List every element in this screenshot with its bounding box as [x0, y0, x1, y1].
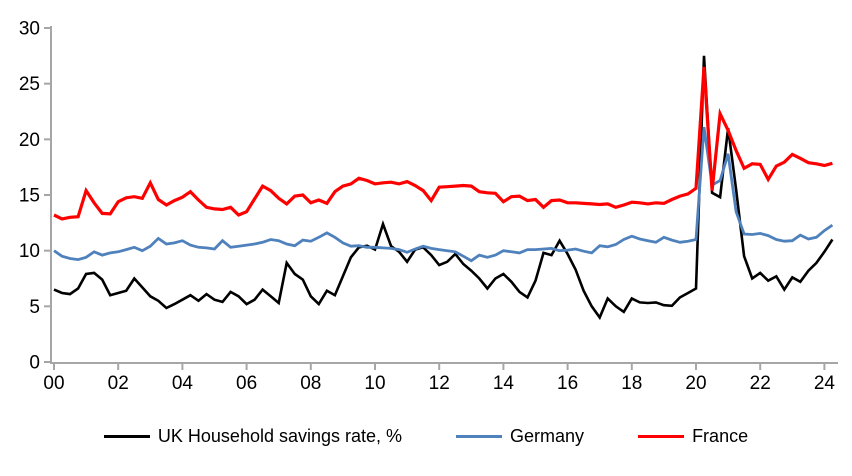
- legend: UK Household savings rate, % Germany Fra…: [0, 426, 852, 447]
- x-tick-label: 14: [493, 373, 515, 394]
- legend-item-france: France: [638, 426, 748, 447]
- y-tick-label: 20: [19, 130, 40, 151]
- legend-label-france: France: [692, 426, 749, 446]
- france-line-swatch: [638, 434, 685, 439]
- germany-line-swatch: [456, 434, 503, 439]
- x-tick-label: 16: [557, 373, 578, 394]
- legend-label-germany: Germany: [510, 426, 585, 446]
- x-tick-label: 00: [43, 373, 64, 394]
- x-tick-label: 24: [814, 373, 836, 394]
- france-series-line: [53, 66, 833, 221]
- y-tick-label: 30: [19, 19, 40, 40]
- x-tick-label: 22: [750, 373, 771, 394]
- x-tick-label: 04: [172, 373, 194, 394]
- y-tick-label: 0: [29, 353, 40, 374]
- y-tick-label: 25: [19, 74, 40, 95]
- y-tick-label: 15: [19, 186, 40, 207]
- x-tick-label: 08: [300, 373, 321, 394]
- legend-label-uk: UK Household savings rate, %: [157, 426, 403, 446]
- x-tick-label: 20: [685, 373, 706, 394]
- y-tick-label: 5: [29, 297, 40, 318]
- x-tick-label: 02: [108, 373, 129, 394]
- y-tick-label: 10: [19, 241, 40, 262]
- legend-item-germany: Germany: [456, 426, 584, 447]
- legend-item-uk: UK Household savings rate, %: [103, 426, 403, 447]
- x-tick-label: 18: [621, 373, 642, 394]
- x-tick-label: 10: [364, 373, 385, 394]
- germany-series-line: [53, 126, 834, 263]
- uk-line-swatch: [103, 434, 150, 439]
- x-tick-label: 06: [236, 373, 257, 394]
- x-tick-label: 12: [429, 373, 450, 394]
